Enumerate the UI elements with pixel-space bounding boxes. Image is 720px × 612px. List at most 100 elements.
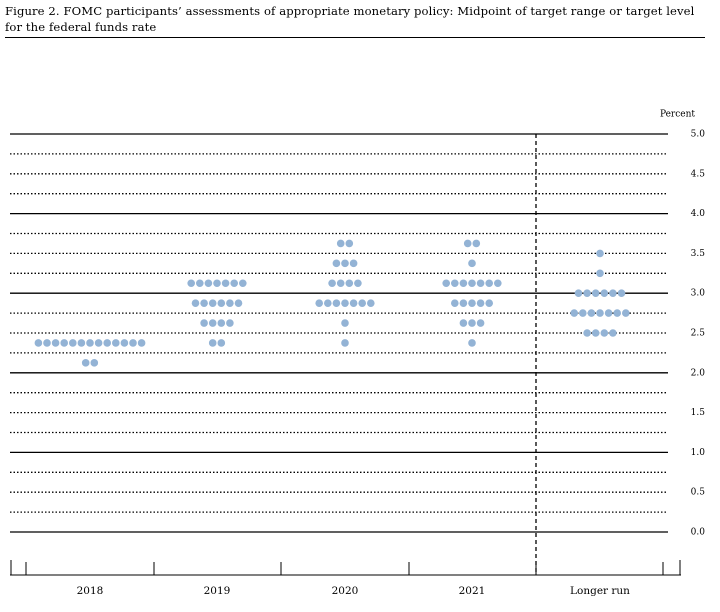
x-tick-label: Longer run xyxy=(570,585,630,597)
dot xyxy=(349,299,358,307)
dot xyxy=(34,339,43,347)
dot xyxy=(451,299,459,307)
dot xyxy=(217,299,226,307)
dot xyxy=(81,359,90,367)
dot xyxy=(468,259,476,268)
y-tick-label: 3.5 xyxy=(691,249,706,259)
dot xyxy=(609,329,617,337)
dot xyxy=(468,279,476,288)
dot xyxy=(587,309,596,317)
x-tick-label: 2020 xyxy=(332,585,359,597)
dot xyxy=(583,289,591,298)
dot xyxy=(51,339,60,347)
dot xyxy=(485,279,494,288)
dot xyxy=(315,299,324,307)
y-tick-label: 4.5 xyxy=(691,169,706,179)
dot xyxy=(208,319,217,327)
dot xyxy=(574,289,583,298)
dot xyxy=(230,279,238,288)
dot xyxy=(226,319,234,327)
dot xyxy=(358,299,367,307)
dot xyxy=(459,299,468,307)
y-tick-label: 1.5 xyxy=(691,408,706,418)
dot xyxy=(332,259,341,268)
dot xyxy=(187,279,195,288)
dot xyxy=(217,339,226,347)
dot xyxy=(112,339,120,347)
dot xyxy=(476,279,485,288)
dot xyxy=(77,339,86,347)
dot xyxy=(476,319,485,327)
y-tick-label: 2.0 xyxy=(691,368,706,378)
dot xyxy=(596,249,604,258)
dot xyxy=(485,299,494,307)
y-tick-label: 5.0 xyxy=(691,130,706,140)
dot xyxy=(226,299,234,307)
dot xyxy=(468,299,476,307)
y-tick-label: 3.0 xyxy=(691,289,706,299)
dot xyxy=(494,279,502,288)
dot xyxy=(204,279,213,288)
x-axis-ticks xyxy=(10,560,681,575)
dot xyxy=(591,329,600,337)
dot xyxy=(442,279,451,288)
dot xyxy=(600,289,609,298)
y-tick-label: 0.5 xyxy=(691,488,706,498)
dot xyxy=(476,299,485,307)
y-tick-label: 1.0 xyxy=(691,448,706,458)
y-axis-label: Percent xyxy=(660,110,695,120)
dot xyxy=(43,339,51,347)
dot xyxy=(336,239,345,248)
dot xyxy=(341,319,349,327)
dot xyxy=(613,309,621,317)
dot xyxy=(451,279,459,288)
dot xyxy=(221,279,230,288)
x-tick-label: 2019 xyxy=(204,585,231,597)
dot xyxy=(341,259,349,268)
dot xyxy=(341,299,349,307)
x-tick-label: 2021 xyxy=(459,585,486,597)
dot xyxy=(208,299,217,307)
dot xyxy=(345,279,354,288)
x-tick-label: 2018 xyxy=(77,585,104,597)
dot xyxy=(468,339,476,347)
dot xyxy=(570,309,578,317)
dot xyxy=(583,329,591,337)
dot xyxy=(617,289,626,298)
dot xyxy=(86,339,94,347)
dot xyxy=(459,279,468,288)
dot xyxy=(367,299,375,307)
dot xyxy=(239,279,247,288)
dot xyxy=(596,269,604,278)
dot xyxy=(137,339,146,347)
dot xyxy=(472,239,481,248)
dot xyxy=(345,239,354,248)
y-tick-label: 2.5 xyxy=(691,329,706,339)
dot xyxy=(324,299,332,307)
dot xyxy=(336,279,345,288)
dot xyxy=(103,339,111,347)
dot xyxy=(579,309,587,317)
dot xyxy=(200,299,208,307)
dot xyxy=(90,359,99,367)
dot xyxy=(349,259,358,268)
dot xyxy=(234,299,243,307)
dot xyxy=(94,339,103,347)
dot xyxy=(604,309,613,317)
dot xyxy=(468,319,476,327)
dot xyxy=(328,279,336,288)
dot xyxy=(200,319,208,327)
dot xyxy=(208,339,217,347)
dot xyxy=(600,329,609,337)
dot xyxy=(609,289,617,298)
dot xyxy=(459,319,468,327)
dot xyxy=(354,279,362,288)
dot xyxy=(129,339,137,347)
dot xyxy=(191,299,200,307)
y-tick-label: 4.0 xyxy=(691,209,706,219)
dot xyxy=(60,339,68,347)
dot xyxy=(463,239,472,248)
dot xyxy=(213,279,221,288)
dot xyxy=(196,279,204,288)
